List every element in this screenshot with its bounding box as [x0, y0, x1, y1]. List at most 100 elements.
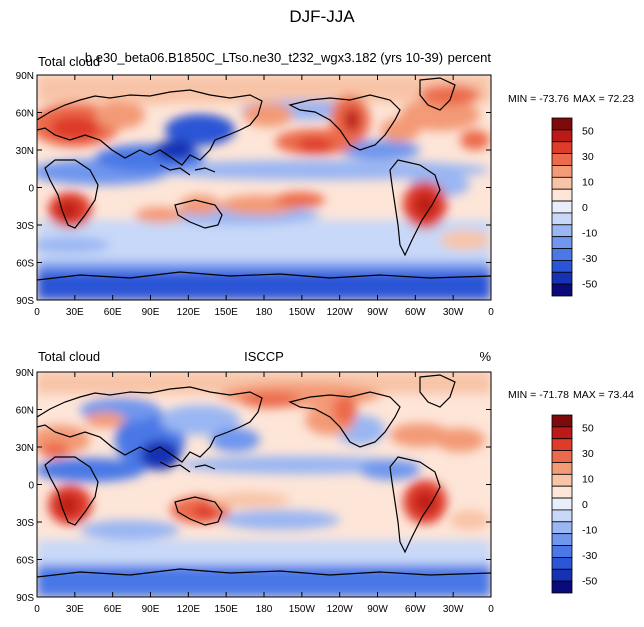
axes: 0 30E 60E 90E 120E 150E 180 150W 120W 90W 60W 30W 09… — [16, 71, 495, 318]
colorbar-swatch — [551, 462, 573, 475]
x-tick-label: 30E — [66, 604, 84, 615]
colorbar-swatch — [551, 473, 573, 487]
y-tick-label: 30S — [16, 221, 34, 232]
colorbar-swatch — [551, 283, 573, 297]
colorbar-swatch — [551, 200, 573, 214]
max-label: MAX = 73.44 — [573, 389, 634, 401]
map-panel-bottom: Total cloud ISCCP % — [16, 349, 635, 615]
x-tick-label: 60E — [104, 604, 122, 615]
y-tick-label: 30N — [16, 146, 34, 157]
y-tick-label: 0 — [28, 184, 34, 195]
field-layer — [37, 75, 491, 300]
x-tick-label: 0 — [34, 604, 40, 615]
colorbar-label: -30 — [582, 550, 597, 562]
colorbar-swatch — [551, 450, 573, 463]
x-tick-label: 120E — [177, 307, 201, 318]
x-tick-label: 180 — [256, 307, 273, 318]
colorbar-swatch — [551, 176, 573, 190]
y-tick-label: 30S — [16, 518, 34, 529]
x-tick-label: 90E — [142, 604, 160, 615]
colorbar-swatch — [551, 117, 573, 131]
x-tick-label: 30W — [443, 604, 464, 615]
y-tick-label: 60S — [16, 259, 34, 270]
y-tick-label: 90N — [16, 368, 34, 379]
x-tick-label: 150W — [289, 307, 316, 318]
x-tick-label: 0 — [488, 604, 494, 615]
colorbar-swatch — [551, 485, 573, 499]
y-tick-label: 0 — [28, 481, 34, 492]
colorbar-swatch — [551, 414, 573, 428]
x-tick-label: 0 — [34, 307, 40, 318]
colorbar-swatch — [551, 533, 573, 546]
panel-left-title: Total cloud — [38, 54, 100, 69]
colorbar-label: -50 — [582, 278, 597, 290]
colorbar-swatch — [551, 426, 573, 440]
min-label: MIN = -71.78 — [508, 389, 569, 401]
x-tick-label: 60W — [405, 604, 426, 615]
colorbar-swatch — [551, 509, 573, 523]
colorbar-swatch — [551, 248, 573, 261]
min-label: MIN = -73.76 — [508, 93, 569, 105]
x-tick-label: 120E — [177, 604, 201, 615]
panel-right-title: percent — [448, 50, 492, 65]
colorbar-swatch — [551, 259, 573, 273]
y-tick-label: 90S — [16, 593, 34, 604]
colorbar: 50 30 10 0 -10 -30 -50 — [551, 117, 597, 297]
y-tick-label: 30N — [16, 443, 34, 454]
x-tick-label: 90E — [142, 307, 160, 318]
colorbar-swatch — [551, 153, 573, 166]
colorbar-swatch — [551, 557, 573, 570]
panel-left-title: Total cloud — [38, 349, 100, 364]
field-layer — [37, 372, 491, 597]
y-tick-label: 90N — [16, 71, 34, 82]
y-tick-label: 90S — [16, 296, 34, 307]
colorbar-swatch — [551, 224, 573, 238]
x-tick-label: 0 — [488, 307, 494, 318]
map-panel-top: Total cloud b.e30_beta06.B1850C_LTso.ne3… — [16, 50, 635, 318]
x-tick-label: 30W — [443, 307, 464, 318]
colorbar-label: 30 — [582, 151, 594, 163]
colorbar-label: 10 — [582, 177, 594, 189]
x-tick-label: 30E — [66, 307, 84, 318]
colorbar-swatch — [551, 212, 573, 226]
colorbar-swatch — [551, 188, 573, 202]
colorbar-label: -50 — [582, 575, 597, 587]
colorbar-swatch — [551, 271, 573, 285]
x-tick-label: 90W — [367, 604, 388, 615]
y-tick-label: 60N — [16, 109, 34, 120]
y-tick-label: 60N — [16, 406, 34, 417]
y-tick-label: 60S — [16, 556, 34, 567]
page-title: DJF-JJA — [289, 7, 355, 26]
x-tick-label: 150E — [214, 307, 238, 318]
colorbar-swatch — [551, 568, 573, 582]
colorbar-swatch — [551, 165, 573, 178]
colorbar-swatch — [551, 236, 573, 249]
colorbar: 50 30 10 0 -10 -30 -50 — [551, 414, 597, 594]
colorbar-label: 0 — [582, 499, 588, 511]
colorbar-label: 0 — [582, 202, 588, 214]
colorbar-swatch — [551, 497, 573, 511]
panel-right-title: % — [479, 349, 491, 364]
colorbar-label: 10 — [582, 474, 594, 486]
axes: 0 30E 60E 90E 120E 150E 180 150W 120W 90W 60W 30W 09… — [16, 368, 495, 615]
x-tick-label: 150W — [289, 604, 316, 615]
colorbar-label: 50 — [582, 126, 594, 138]
colorbar-swatch — [551, 438, 573, 452]
x-tick-label: 180 — [256, 604, 273, 615]
x-tick-label: 90W — [367, 307, 388, 318]
coastlines — [37, 77, 491, 281]
colorbar-label: 50 — [582, 423, 594, 435]
colorbar-swatch — [551, 545, 573, 558]
colorbar-label: -10 — [582, 227, 597, 239]
x-tick-label: 60W — [405, 307, 426, 318]
colorbar-label: -30 — [582, 253, 597, 265]
colorbar-swatch — [551, 141, 573, 155]
coastlines — [37, 374, 491, 578]
colorbar-swatch — [551, 521, 573, 535]
colorbar-swatch — [551, 580, 573, 594]
x-tick-label: 120W — [327, 604, 354, 615]
colorbar-swatch — [551, 129, 573, 143]
colorbar-label: 30 — [582, 448, 594, 460]
x-tick-label: 150E — [214, 604, 238, 615]
